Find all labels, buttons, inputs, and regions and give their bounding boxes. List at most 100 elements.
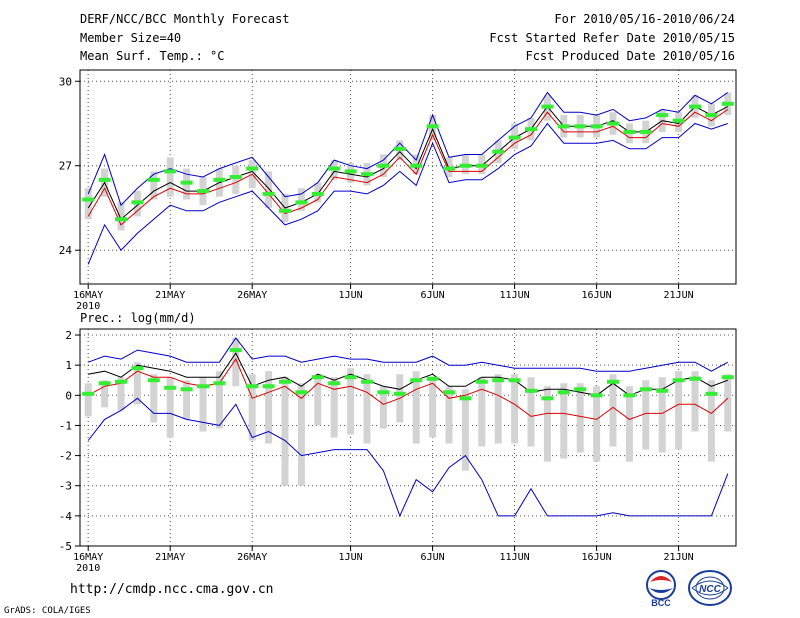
spread-bar bbox=[691, 371, 699, 432]
spread-bar bbox=[281, 377, 289, 486]
x-tick-label: 26MAY bbox=[237, 290, 267, 301]
ensemble-marker bbox=[689, 376, 701, 381]
ensemble-marker bbox=[508, 378, 521, 383]
grads-credit: GrADS: COLA/IGES bbox=[4, 606, 91, 616]
x-tick-year-label: 2010 bbox=[76, 301, 100, 312]
ensemble-marker bbox=[541, 396, 554, 401]
ensemble-marker bbox=[672, 118, 685, 123]
ensemble-marker bbox=[98, 381, 111, 386]
spread-bar bbox=[84, 383, 92, 417]
ensemble-marker bbox=[623, 393, 636, 398]
spread-bar bbox=[511, 374, 519, 444]
ensemble-marker bbox=[443, 166, 455, 171]
x-tick-label: 6JUN bbox=[421, 552, 445, 563]
ensemble-marker bbox=[705, 113, 718, 118]
ensemble-marker bbox=[131, 200, 144, 205]
x-tick-year-label: 2010 bbox=[76, 563, 100, 574]
ensemble-marker bbox=[279, 379, 291, 384]
x-tick-label: 21MAY bbox=[155, 290, 185, 301]
ensemble-marker bbox=[361, 172, 373, 177]
ensemble-marker bbox=[574, 124, 587, 129]
ensemble-marker bbox=[656, 113, 669, 118]
spread-bar bbox=[724, 374, 732, 432]
ensemble-marker bbox=[475, 379, 488, 384]
ensemble-marker bbox=[311, 375, 324, 380]
ensemble-marker bbox=[639, 129, 652, 134]
x-tick-label: 11JUN bbox=[500, 552, 530, 563]
series-line-mean bbox=[87, 105, 729, 221]
ensemble-marker bbox=[197, 384, 209, 389]
ensemble-marker bbox=[574, 387, 587, 392]
spread-bar bbox=[527, 377, 535, 447]
ensemble-marker bbox=[213, 381, 226, 386]
spread-bar bbox=[150, 374, 158, 423]
spread-bar bbox=[429, 377, 437, 438]
y-tick-label: 27 bbox=[59, 160, 72, 173]
temperature-panel: 24 27 30 16MAY 21MAY 26MAY 1JUN 6JUN 11JUN 16JUN 2… bbox=[59, 69, 737, 312]
spread-bar bbox=[707, 380, 715, 462]
spread-bar bbox=[265, 371, 273, 444]
ensemble-marker bbox=[164, 385, 177, 390]
ensemble-marker bbox=[262, 191, 275, 196]
ensemble-marker bbox=[279, 208, 291, 213]
ensemble-marker bbox=[607, 379, 619, 384]
series-line-min bbox=[87, 397, 729, 518]
spread-bar bbox=[133, 362, 141, 405]
ensemble-marker bbox=[557, 390, 570, 395]
series-line-mean bbox=[88, 352, 728, 396]
ensemble-marker bbox=[656, 388, 669, 393]
ensemble-marker bbox=[459, 163, 472, 168]
ensemble-marker bbox=[180, 180, 193, 185]
spread-bar bbox=[248, 374, 256, 441]
ensemble-marker bbox=[721, 101, 734, 106]
x-tick-label: 26MAY bbox=[237, 552, 267, 563]
spread-bar bbox=[379, 386, 387, 429]
ensemble-marker bbox=[426, 124, 439, 129]
series-line-max bbox=[88, 337, 729, 372]
y-tick-label: -5 bbox=[59, 540, 72, 553]
spread-bar bbox=[445, 386, 453, 444]
bcc-logo: BCC bbox=[646, 570, 676, 608]
x-tick-label: 21JUN bbox=[664, 552, 694, 563]
source-url[interactable]: http://cmdp.ncc.cma.gov.cn bbox=[70, 582, 274, 597]
ensemble-marker bbox=[377, 163, 390, 168]
ensemble-marker bbox=[229, 348, 242, 353]
spread-bar bbox=[232, 165, 240, 194]
spread-bar bbox=[150, 171, 158, 200]
spread-bar bbox=[199, 377, 207, 432]
member-size: Member Size=40 bbox=[80, 31, 182, 45]
spread-bar bbox=[560, 383, 568, 459]
ensemble-marker bbox=[508, 135, 521, 140]
spread-bar bbox=[494, 374, 502, 444]
ensemble-marker bbox=[639, 387, 652, 392]
spread-bar bbox=[101, 380, 109, 408]
ensemble-marker bbox=[525, 388, 537, 393]
series-line-max bbox=[87, 91, 729, 207]
bcc-logo-text: BCC bbox=[651, 598, 671, 608]
ensemble-marker bbox=[246, 384, 259, 389]
ensemble-marker bbox=[82, 391, 95, 396]
x-tick-label: 1JUN bbox=[339, 552, 363, 563]
y-tick-label: -1 bbox=[59, 419, 72, 432]
spread-bar bbox=[609, 374, 617, 447]
precip-panel-title: Prec.: log(mm/d) bbox=[80, 311, 196, 325]
ensemble-marker bbox=[82, 197, 95, 202]
forecast-period: For 2010/05/16-2010/06/24 bbox=[554, 12, 735, 26]
spread-bar bbox=[347, 368, 355, 435]
x-tick-label: 16JUN bbox=[582, 290, 612, 301]
ensemble-marker bbox=[197, 189, 209, 194]
ensemble-marker bbox=[590, 393, 603, 398]
ensemble-marker bbox=[98, 177, 111, 182]
x-tick-label: 16JUN bbox=[582, 552, 612, 563]
ensemble-marker bbox=[311, 191, 324, 196]
ensemble-marker bbox=[328, 381, 341, 386]
ensemble-marker bbox=[492, 149, 505, 154]
spread-bar bbox=[215, 371, 223, 429]
variable-label: Mean Surf. Temp.: °C bbox=[80, 49, 225, 63]
start-date: Fcst Started Refer Date 2010/05/15 bbox=[489, 31, 735, 45]
series-line-red bbox=[87, 358, 729, 420]
spread-bar bbox=[363, 374, 371, 444]
spread-bar bbox=[84, 188, 92, 220]
y-tick-label: 24 bbox=[59, 244, 73, 257]
x-tick-label: 16MAY bbox=[73, 290, 103, 301]
